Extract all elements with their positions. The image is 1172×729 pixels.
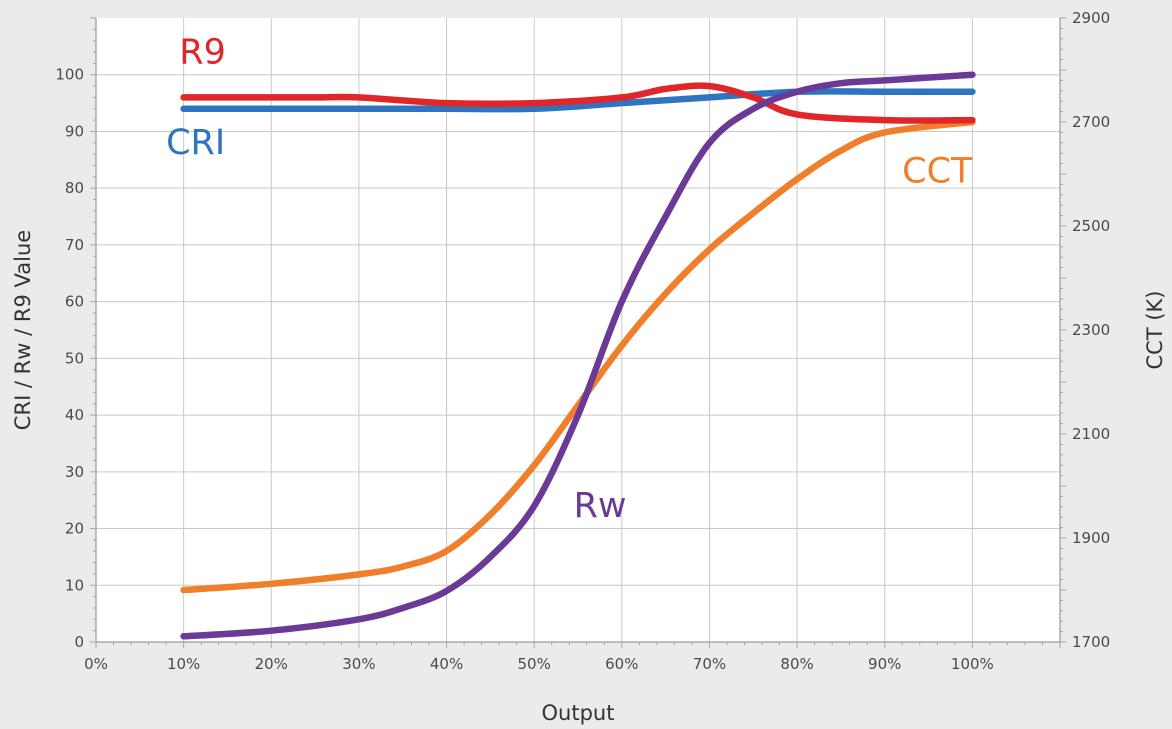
y-tick-label: 20 <box>65 520 84 538</box>
y-tick-label: 80 <box>65 179 84 197</box>
series-line-cri <box>180 88 976 113</box>
y2-tick-label: 2100 <box>1072 425 1110 443</box>
y-tick-label: 70 <box>65 236 84 254</box>
series-label-r9: R9 <box>179 32 226 72</box>
y-tick-label: 0 <box>74 633 84 651</box>
series-label-rw: Rw <box>574 486 627 526</box>
series-layer <box>180 71 976 640</box>
x-tick-label: 30% <box>342 655 375 673</box>
y2-tick-label: 1700 <box>1072 633 1110 651</box>
x-tick-label: 0% <box>84 655 108 673</box>
x-tick-label: 90% <box>868 655 901 673</box>
series-label-cct: CCT <box>902 152 973 192</box>
y2-tick-label: 2900 <box>1072 9 1110 27</box>
y-tick-label: 60 <box>65 293 84 311</box>
y2-tick-label: 2500 <box>1072 217 1110 235</box>
x-tick-label: 100% <box>951 655 994 673</box>
y2-tick-label: 2700 <box>1072 113 1110 131</box>
x-tick-label: 20% <box>255 655 288 673</box>
y-tick-label: 30 <box>65 463 84 481</box>
x-tick-label: 60% <box>605 655 638 673</box>
axes: 0% 10% 20% 30% 40% 50% 60% 70% 80% 90% 100% 0 10 20 30… <box>55 9 1110 673</box>
x-tick-label: 40% <box>430 655 463 673</box>
x-tick-label: 70% <box>693 655 726 673</box>
x-axis-title: Output <box>542 701 615 725</box>
y2-tick-label: 2300 <box>1072 321 1110 339</box>
x-tick-label: 50% <box>518 655 551 673</box>
y2-tick-label: 1900 <box>1072 529 1110 547</box>
y-tick-label: 40 <box>65 406 84 424</box>
y2-axis-title: CCT (K) <box>1143 291 1167 370</box>
series-label-cri: CRI <box>166 123 225 163</box>
y-tick-label: 90 <box>65 122 84 140</box>
series-labels: R9 CRI Rw CCT <box>166 32 973 526</box>
series-line-rw <box>180 71 976 640</box>
y-tick-label: 50 <box>65 349 84 367</box>
y-tick-label: 10 <box>65 576 84 594</box>
y-tick-label: 100 <box>55 66 84 84</box>
x-tick-label: 10% <box>167 655 200 673</box>
x-tick-label: 80% <box>780 655 813 673</box>
y-axis-title: CRI / Rw / R9 Value <box>11 230 35 430</box>
series-line-r9 <box>180 82 976 124</box>
